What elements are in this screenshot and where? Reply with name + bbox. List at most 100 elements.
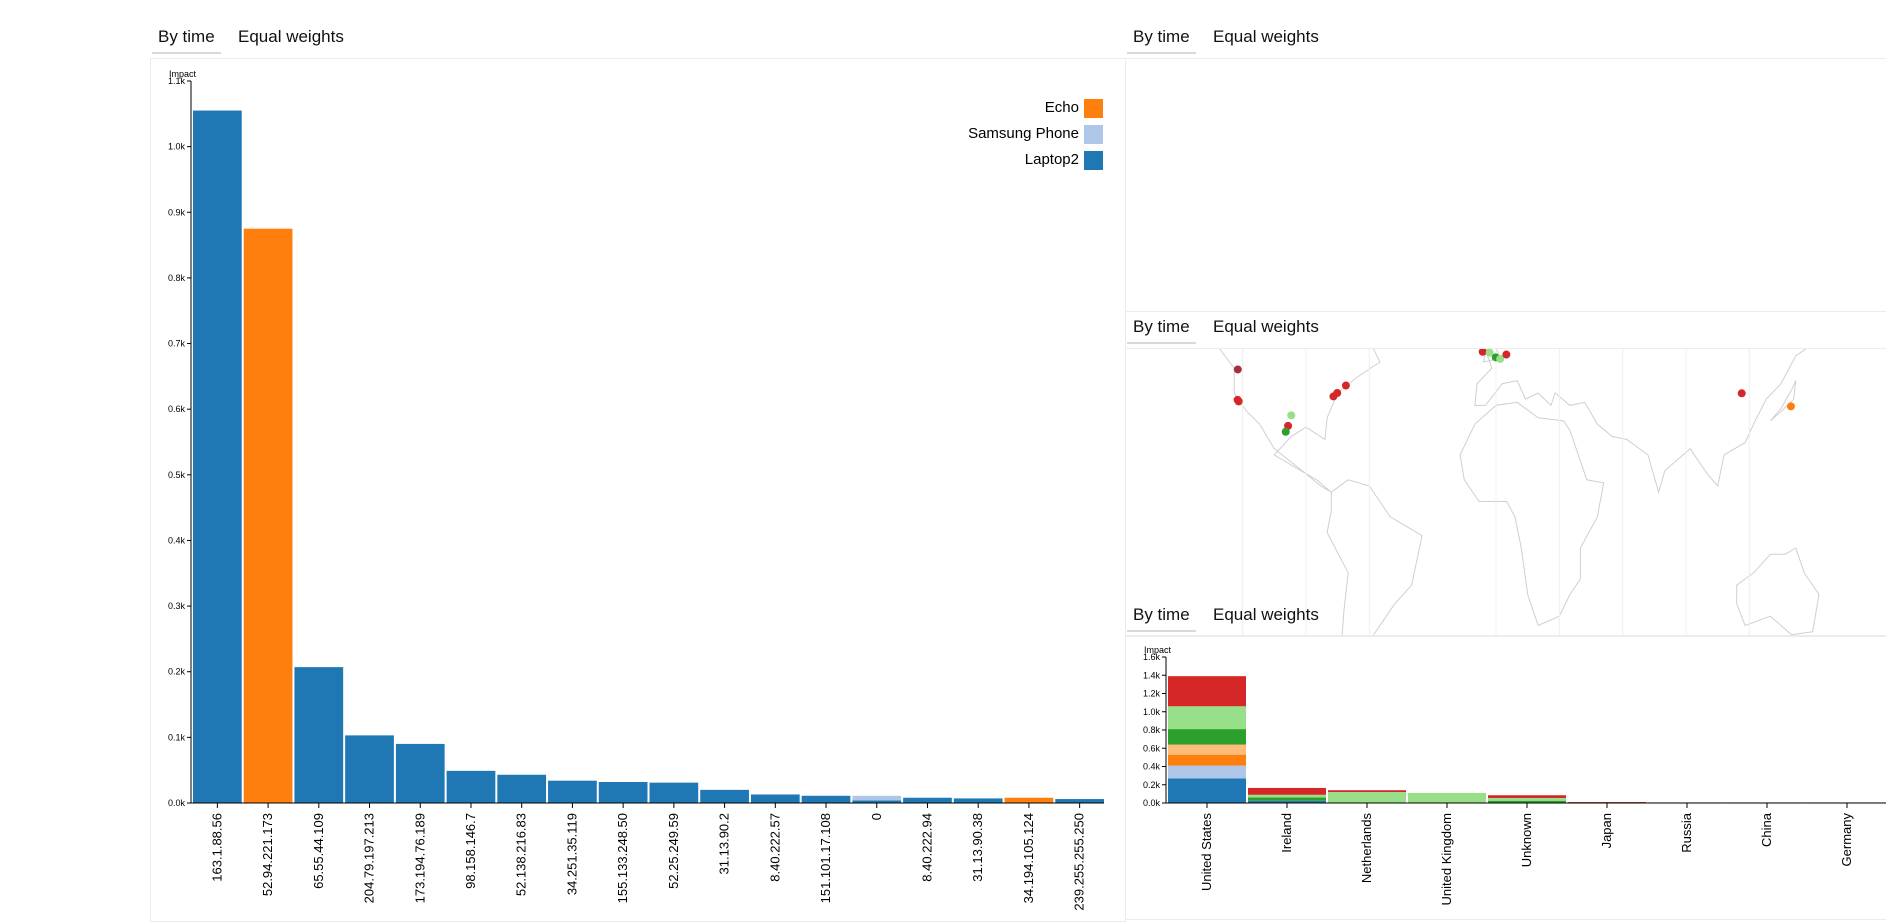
bar (1168, 729, 1246, 745)
x-tick-label: Netherlands (1359, 813, 1374, 884)
x-tick-label: 239.255.255.250 (1072, 813, 1087, 911)
tab-by-time[interactable]: By time (1127, 314, 1196, 344)
bar (446, 770, 496, 803)
bar (1055, 799, 1104, 803)
x-tick-label: United Kingdom (1439, 813, 1454, 906)
bar (700, 789, 749, 803)
x-tick-label: 98.158.146.7 (463, 813, 478, 889)
legend-swatch (1084, 99, 1103, 118)
bar (1488, 800, 1566, 803)
map-point (1485, 349, 1494, 357)
x-tick-label: China (1759, 812, 1774, 847)
japan-outline (1770, 380, 1797, 422)
tab-equal-weights[interactable]: Equal weights (238, 27, 344, 46)
south-america-outline (1326, 479, 1423, 635)
map-point (1496, 354, 1505, 363)
legend-label: Laptop2 (1025, 151, 1079, 168)
y-tick-label: 0.1k (168, 732, 186, 742)
tab-by-time[interactable]: By time (152, 24, 221, 54)
map-point (1281, 427, 1290, 436)
left-tabs: By time Equal weights (152, 24, 452, 54)
bar (953, 798, 1003, 803)
tab-equal-weights[interactable]: Equal weights (1213, 317, 1319, 336)
y-tick-label: 1.0k (168, 142, 186, 152)
bar (1248, 797, 1326, 801)
y-tick-label: 1.4k (1143, 670, 1161, 680)
y-tick-label: 0.0k (1143, 798, 1161, 808)
x-tick-label: 0 (869, 813, 884, 820)
y-tick-label: 0.9k (168, 207, 186, 217)
bar (1248, 800, 1326, 803)
y-tick-label: 0.8k (1143, 725, 1161, 735)
x-tick-label: 173.194.76.189 (412, 813, 427, 903)
bar (598, 781, 648, 803)
y-tick-label: 1.0k (1143, 707, 1161, 717)
x-tick-label: 52.138.216.83 (514, 813, 529, 896)
x-tick-label: Japan (1599, 813, 1614, 848)
bar (1328, 792, 1406, 803)
bar (903, 797, 952, 803)
map-panel (1125, 348, 1886, 636)
x-tick-label: 151.101.17.108 (818, 813, 833, 903)
legend-swatch (1084, 151, 1103, 170)
x-tick-label: 52.94.221.173 (260, 813, 275, 896)
y-tick-label: 0.5k (168, 470, 186, 480)
legend-label: Echo (1045, 99, 1079, 116)
y-tick-label: 1.6k (1143, 652, 1161, 662)
y-axis-label: Impact (169, 69, 197, 79)
tab-equal-weights[interactable]: Equal weights (1213, 605, 1319, 624)
y-tick-label: 0.8k (168, 273, 186, 283)
bar (1168, 676, 1246, 707)
eurasia-outline (1474, 349, 1807, 495)
map-point (1287, 411, 1296, 420)
map-point (1478, 349, 1487, 356)
north-america-outline (1219, 349, 1381, 493)
y-tick-label: 0.6k (168, 404, 186, 414)
bar (1168, 778, 1246, 803)
x-tick-label: 31.13.90.2 (717, 813, 732, 874)
bar (1488, 797, 1566, 801)
map-point (1737, 389, 1746, 398)
bar (1168, 744, 1246, 755)
x-tick-label: Russia (1679, 812, 1694, 853)
tab-equal-weights[interactable]: Equal weights (1213, 27, 1319, 46)
x-tick-label: 31.13.90.38 (970, 813, 985, 882)
map-point (1502, 350, 1511, 359)
y-tick-label: 0.4k (168, 535, 186, 545)
x-tick-label: 163.1.88.56 (209, 813, 224, 882)
country-chart-panel: 0.0k 0.2k 0.4k 0.6k 0.8k 1.0k 1.2k 1.4k 1.6k Impa… (1125, 636, 1886, 920)
y-tick-label: 1.1k (168, 76, 186, 86)
top-right-tabs: By time Equal weights (1127, 24, 1427, 54)
bar (1328, 790, 1406, 793)
bar (801, 795, 851, 803)
bar (294, 667, 344, 803)
bar (1168, 754, 1246, 766)
bar (1004, 797, 1054, 803)
tab-by-time[interactable]: By time (1127, 24, 1196, 54)
map-point (1234, 397, 1243, 406)
x-tick-label: Germany (1839, 813, 1854, 867)
y-tick-label: 0.6k (1143, 743, 1161, 753)
x-tick-label: United States (1199, 813, 1214, 892)
bar (1248, 794, 1326, 798)
y-tick-label: 0.4k (1143, 762, 1161, 772)
bar (1168, 706, 1246, 730)
bar (750, 794, 800, 803)
bar (1408, 792, 1486, 803)
bar (497, 774, 547, 803)
map-tabs: By time Equal weights (1127, 314, 1427, 344)
bar (1488, 795, 1566, 798)
map-point (1341, 381, 1350, 390)
country-tabs: By time Equal weights (1127, 602, 1427, 632)
x-tick-label: 8.40.222.94 (919, 813, 934, 882)
x-tick-label: 65.55.44.109 (311, 813, 326, 889)
tab-by-time[interactable]: By time (1127, 602, 1196, 632)
bar (649, 782, 699, 803)
map-point (1233, 365, 1242, 374)
y-axis-label: Impact (1144, 645, 1172, 655)
map-point (1333, 389, 1342, 397)
ip-impact-chart: 0.0k 0.1k 0.2k 0.3k 0.4k 0.5k 0.6k 0.7k 0.8k 0.9k… (168, 69, 1104, 911)
left-chart-panel: 0.0k 0.1k 0.2k 0.3k 0.4k 0.5k 0.6k 0.7k 0.8k 0.9k… (150, 58, 1126, 922)
world-map[interactable] (1126, 349, 1886, 635)
y-tick-label: 0.0k (168, 798, 186, 808)
